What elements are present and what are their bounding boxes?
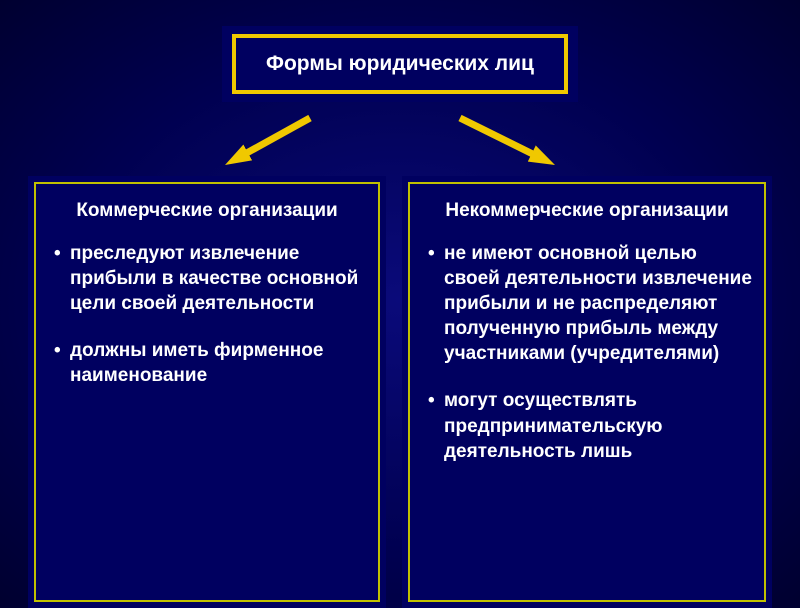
right-box-inner: Некоммерческие организации не имеют осно…: [410, 184, 764, 600]
list-item: должны иметь фирменное наименование: [48, 338, 366, 388]
list-item: не имеют основной целью своей деятельнос…: [422, 241, 752, 366]
right-box-border: Некоммерческие организации не имеют осно…: [408, 182, 766, 602]
list-item: могут осуществлять предпринимательскую д…: [422, 388, 752, 463]
list-item: преследуют извлечение прибыли в качестве…: [48, 241, 366, 316]
title-border: Формы юридических лиц: [232, 34, 568, 94]
left-list: преследуют извлечение прибыли в качестве…: [48, 241, 366, 388]
left-box: Коммерческие организации преследуют извл…: [28, 176, 386, 608]
right-list: не имеют основной целью своей деятельнос…: [422, 241, 752, 464]
right-box: Некоммерческие организации не имеют осно…: [402, 176, 772, 608]
left-heading: Коммерческие организации: [48, 198, 366, 223]
title-box: Формы юридических лиц: [222, 26, 578, 102]
left-box-border: Коммерческие организации преследуют извл…: [34, 182, 380, 602]
right-heading: Некоммерческие организации: [422, 198, 752, 223]
title-text: Формы юридических лиц: [236, 38, 564, 90]
left-box-inner: Коммерческие организации преследуют извл…: [36, 184, 378, 600]
